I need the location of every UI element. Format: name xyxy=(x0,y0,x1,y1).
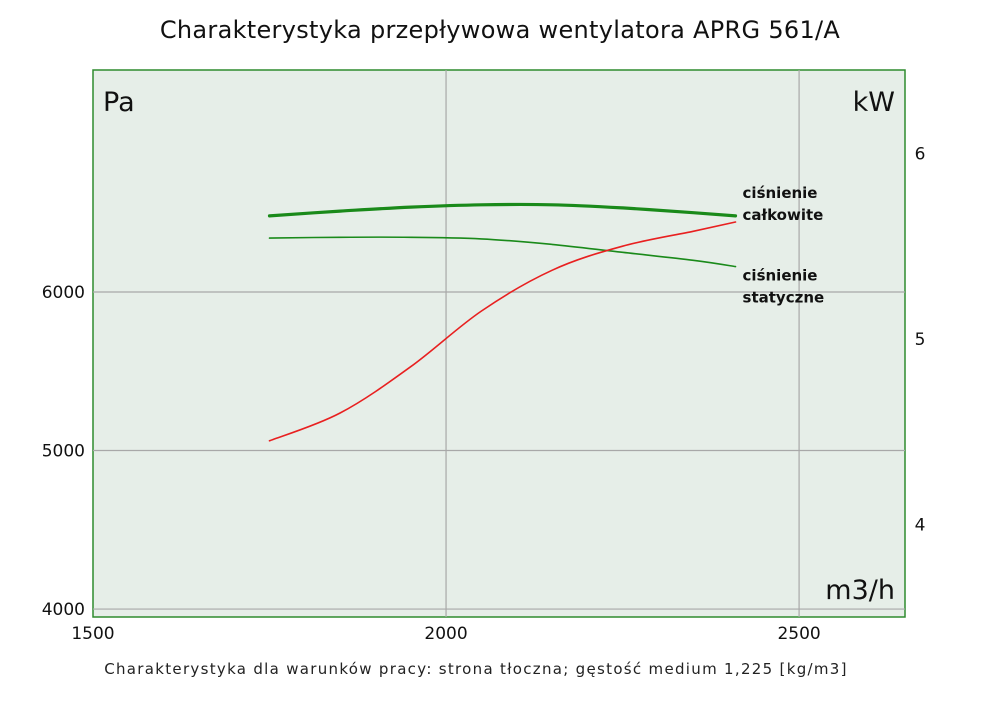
chart-title: Charakterystyka przepływowa wentylatora … xyxy=(159,16,841,44)
series-label: statyczne xyxy=(743,289,825,307)
y-right-tick-label: 4 xyxy=(915,515,926,535)
y-right-tick-label: 5 xyxy=(915,330,926,350)
x-tick-label: 2000 xyxy=(424,624,467,644)
x-tick-label: 1500 xyxy=(71,624,114,644)
static-pressure-line xyxy=(268,236,737,268)
series-label: ciśnienie xyxy=(743,184,818,202)
y-right-tick-label: 6 xyxy=(915,144,926,164)
series-label: całkowite xyxy=(743,206,824,224)
x-unit-label: m3/h xyxy=(825,575,895,606)
x-tick-label: 2500 xyxy=(777,624,820,644)
power-line xyxy=(268,221,737,442)
total-pressure-line xyxy=(267,202,738,218)
y-right-unit-label: kW xyxy=(853,87,895,118)
y-left-tick-label: 5000 xyxy=(42,442,85,462)
y-left-tick-label: 6000 xyxy=(42,283,85,303)
chart-footer: Charakterystyka dla warunków pracy: stro… xyxy=(104,660,848,678)
plot-area xyxy=(92,69,906,618)
y-left-tick-label: 4000 xyxy=(42,600,85,620)
series-label: ciśnienie xyxy=(743,267,818,285)
y-left-unit-label: Pa xyxy=(103,87,135,118)
